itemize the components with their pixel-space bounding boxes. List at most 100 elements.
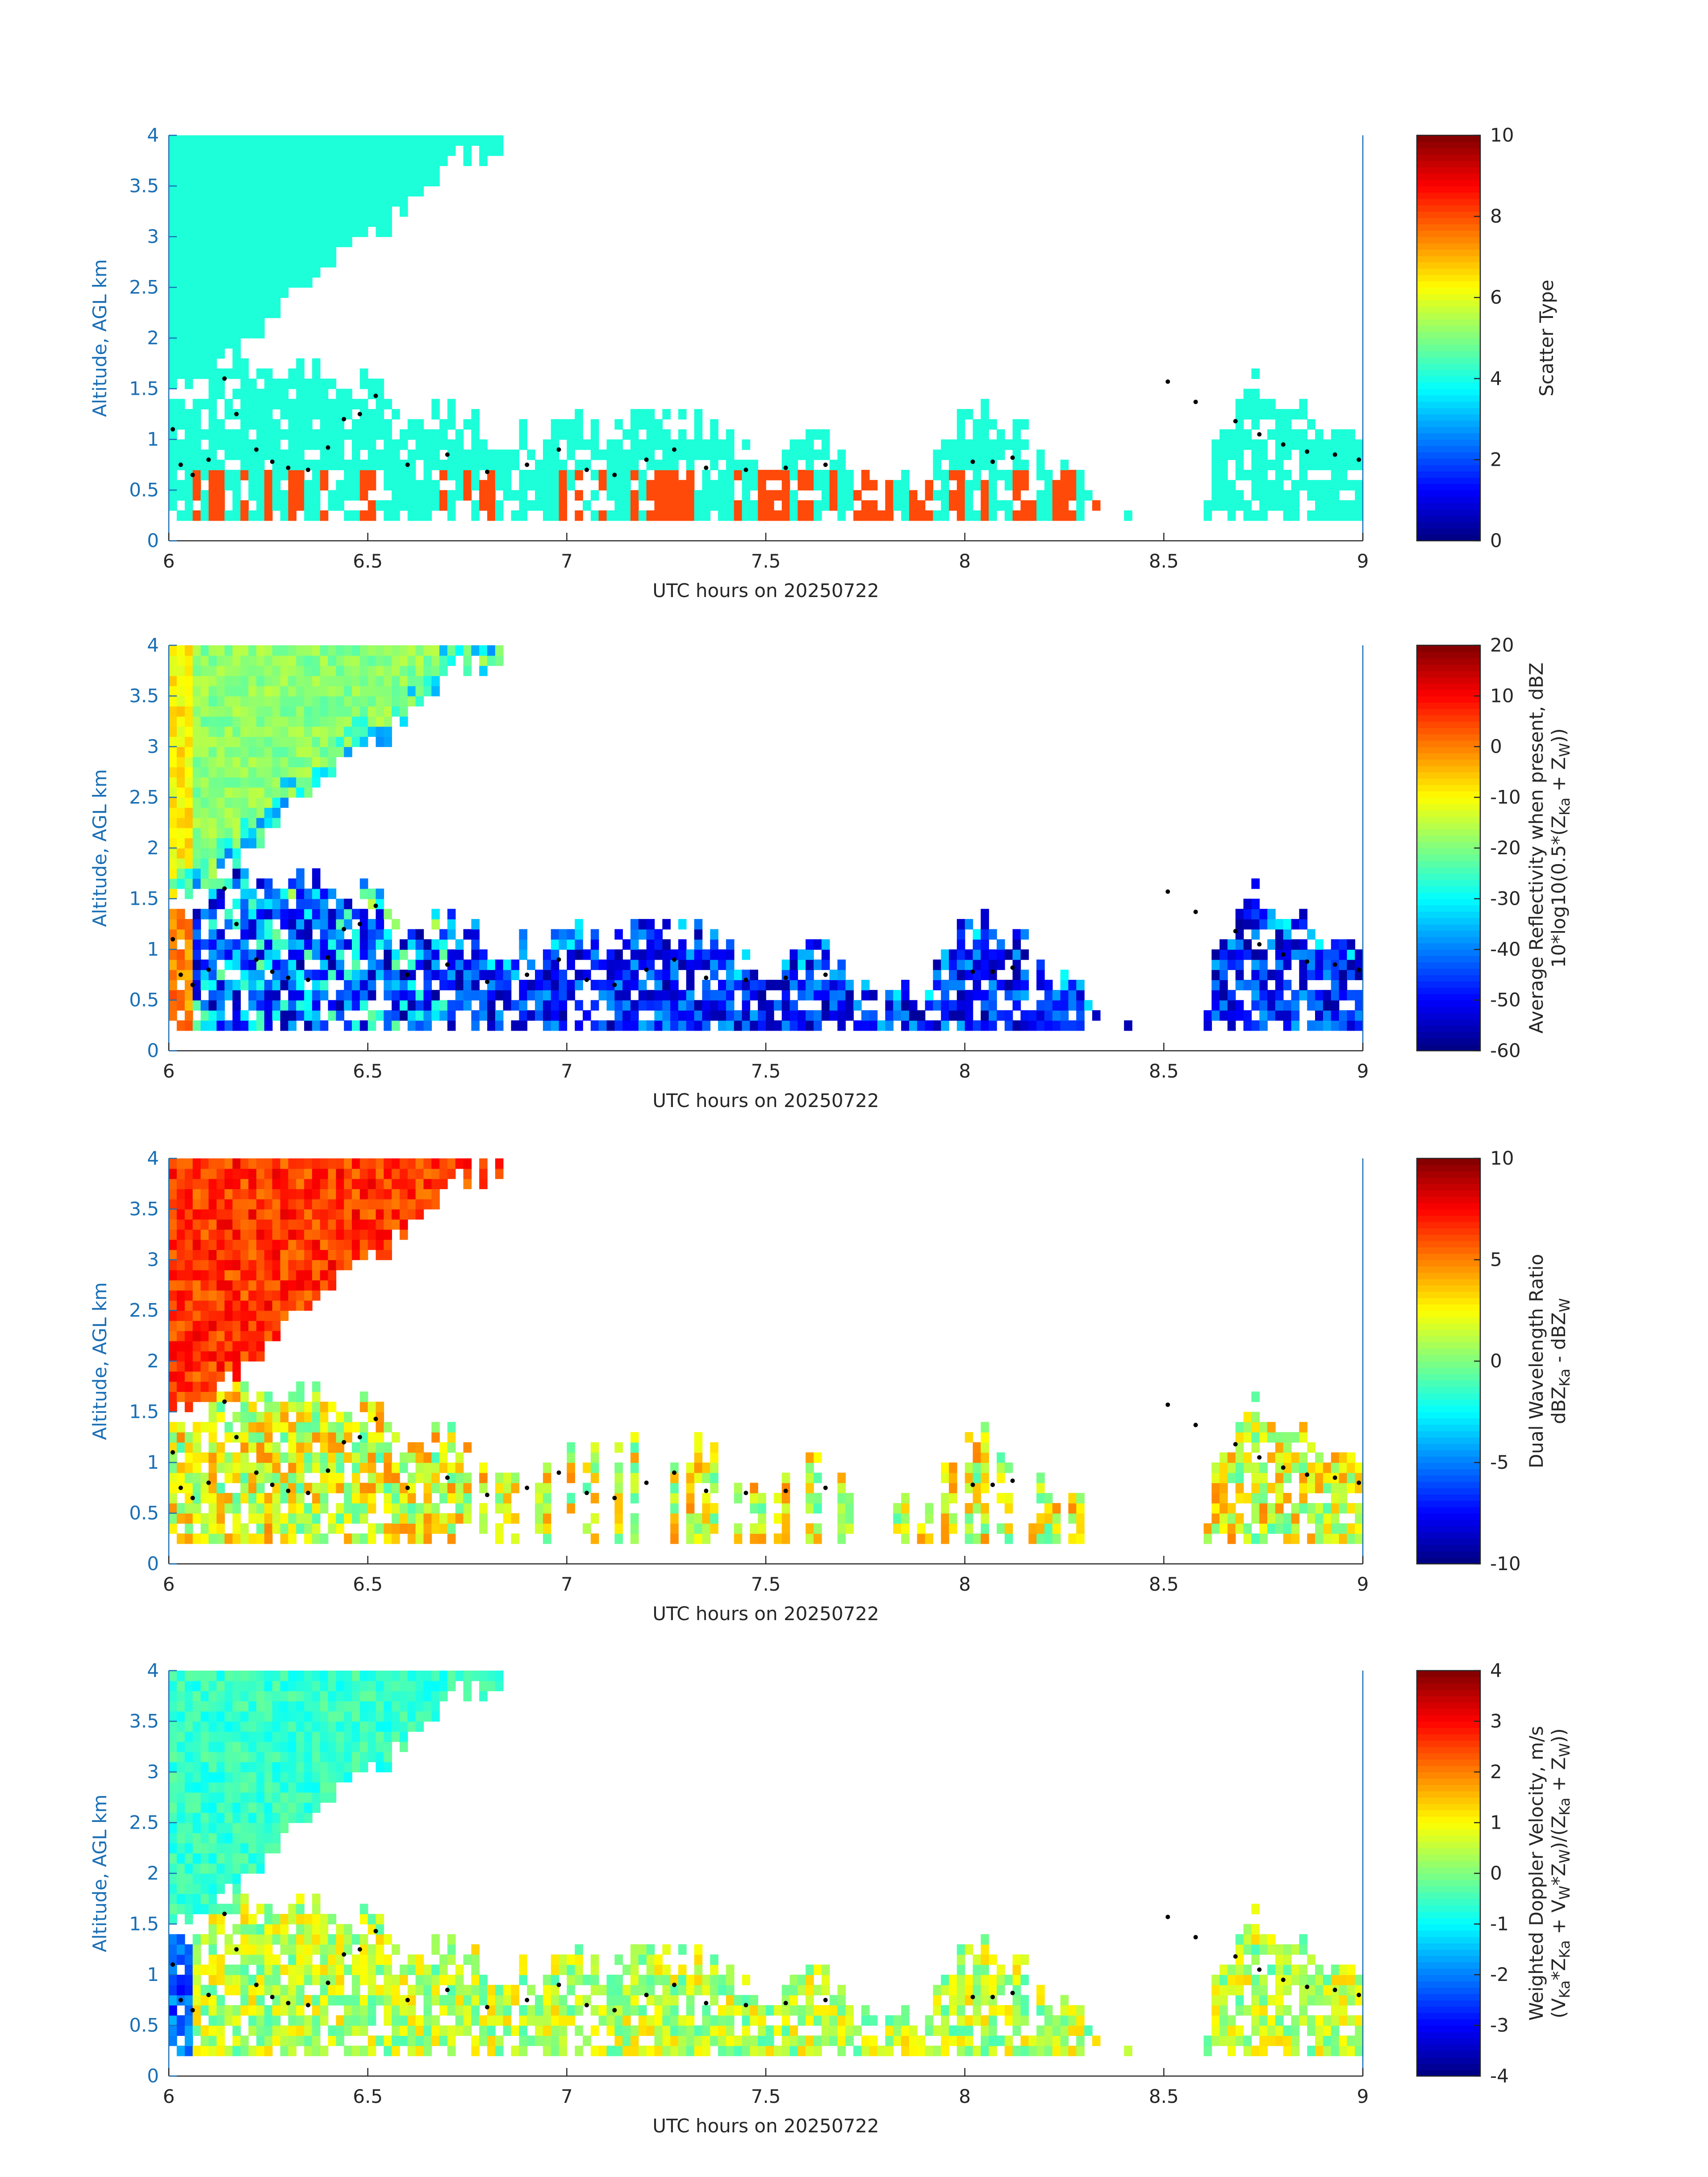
heatmap-cell <box>893 1010 902 1021</box>
heatmap-cell <box>280 1209 289 1220</box>
heatmap-cell <box>519 939 527 950</box>
heatmap-cell <box>973 980 981 990</box>
heatmap-cell <box>407 1452 416 1463</box>
heatmap-cell <box>169 206 177 217</box>
heatmap-cell <box>415 696 424 706</box>
heatmap-cell <box>925 1513 934 1524</box>
heatmap-cell <box>837 1533 846 1544</box>
heatmap-cell <box>423 939 432 950</box>
heatmap-cell <box>431 1158 440 1169</box>
heatmap-cell <box>296 726 305 737</box>
heatmap-cell <box>328 429 337 440</box>
heatmap-cell <box>200 287 209 298</box>
heatmap-cell <box>1291 919 1300 930</box>
heatmap-cell <box>710 1010 718 1021</box>
heatmap-cell <box>344 736 352 747</box>
heatmap-cell <box>280 909 289 919</box>
heatmap-cell <box>956 969 965 980</box>
heatmap-cell <box>192 257 201 267</box>
heatmap-cell <box>264 685 273 697</box>
heatmap-cell <box>184 1189 193 1199</box>
heatmap-cell <box>240 787 249 798</box>
heatmap-cell <box>240 287 249 298</box>
heatmap-cell <box>200 969 209 980</box>
heatmap-cell <box>296 226 305 237</box>
heatmap-cell <box>192 838 201 848</box>
heatmap-cell <box>646 990 655 1001</box>
heatmap-cell <box>344 166 352 176</box>
heatmap-cell <box>798 1020 806 1031</box>
heatmap-cell <box>1076 1533 1085 1544</box>
heatmap-cell <box>1076 1020 1085 1031</box>
heatmap-cell <box>702 1513 710 1524</box>
heatmap-cell <box>407 449 416 460</box>
heatmap-cell <box>256 297 265 308</box>
heatmap-cell <box>686 1523 695 1534</box>
heatmap-cell <box>176 1178 185 1189</box>
heatmap-cell <box>224 267 233 278</box>
lcl-marker <box>1357 1480 1361 1485</box>
heatmap-cell <box>463 959 472 970</box>
heatmap-cell <box>949 470 957 481</box>
heatmap-cell <box>1227 1533 1236 1544</box>
heatmap-cell <box>169 186 177 196</box>
heatmap-cell <box>272 186 281 196</box>
heatmap-cell <box>209 389 217 399</box>
heatmap-cell <box>296 706 305 717</box>
heatmap-cell <box>949 1472 957 1483</box>
heatmap-cell <box>200 166 209 176</box>
heatmap-cell <box>304 726 313 737</box>
heatmap-cell <box>1323 439 1332 450</box>
heatmap-cell <box>304 378 313 389</box>
heatmap-cell <box>336 135 344 146</box>
heatmap-cell <box>232 206 241 217</box>
heatmap-cell <box>965 1503 973 1514</box>
heatmap-cell <box>264 166 273 176</box>
heatmap-cell <box>1227 1000 1236 1011</box>
heatmap-cell <box>240 817 249 828</box>
colorbar-step <box>1417 652 1480 659</box>
heatmap-cell <box>359 929 368 940</box>
heatmap-cell <box>1219 1010 1228 1021</box>
heatmap-cell <box>407 470 416 481</box>
colorbar-step <box>1417 1044 1480 1051</box>
heatmap-cell <box>232 1010 241 1021</box>
heatmap-cell <box>376 500 384 511</box>
heatmap-cell <box>1219 490 1228 501</box>
heatmap-cell <box>224 736 233 747</box>
heatmap-cell <box>400 206 408 217</box>
heatmap-cell <box>415 510 424 521</box>
heatmap-cell <box>1331 500 1340 511</box>
heatmap-cell <box>1323 1472 1332 1483</box>
heatmap-cell <box>217 777 225 788</box>
heatmap-cell <box>829 980 838 990</box>
heatmap-cell <box>217 1010 225 1021</box>
heatmap-cell <box>367 1168 376 1179</box>
heatmap-cell <box>320 1533 329 1544</box>
heatmap-cell <box>455 449 464 460</box>
heatmap-cell <box>367 175 376 187</box>
heatmap-cell <box>694 1513 703 1524</box>
heatmap-cell <box>328 1422 337 1433</box>
heatmap-cell <box>392 949 400 960</box>
heatmap-cell <box>487 480 496 491</box>
heatmap-cell <box>392 470 400 481</box>
heatmap-cell <box>981 460 989 470</box>
heatmap-cell <box>1124 510 1132 521</box>
heatmap-cell <box>710 1462 718 1473</box>
heatmap-cell <box>352 196 360 207</box>
heatmap-cell <box>1275 1483 1284 1493</box>
heatmap-cell <box>662 490 671 501</box>
heatmap-cell <box>583 1483 591 1493</box>
heatmap-cell <box>1092 500 1101 511</box>
heatmap-cell <box>169 175 177 187</box>
heatmap-cell <box>184 1472 193 1483</box>
heatmap-cell <box>431 409 440 420</box>
heatmap-cell <box>169 1472 177 1483</box>
heatmap-cell <box>232 827 241 839</box>
heatmap-cell <box>352 1229 360 1240</box>
heatmap-cell <box>734 969 743 980</box>
heatmap-cell <box>1044 1523 1053 1534</box>
y-tick-label: 3.5 <box>129 1198 159 1220</box>
